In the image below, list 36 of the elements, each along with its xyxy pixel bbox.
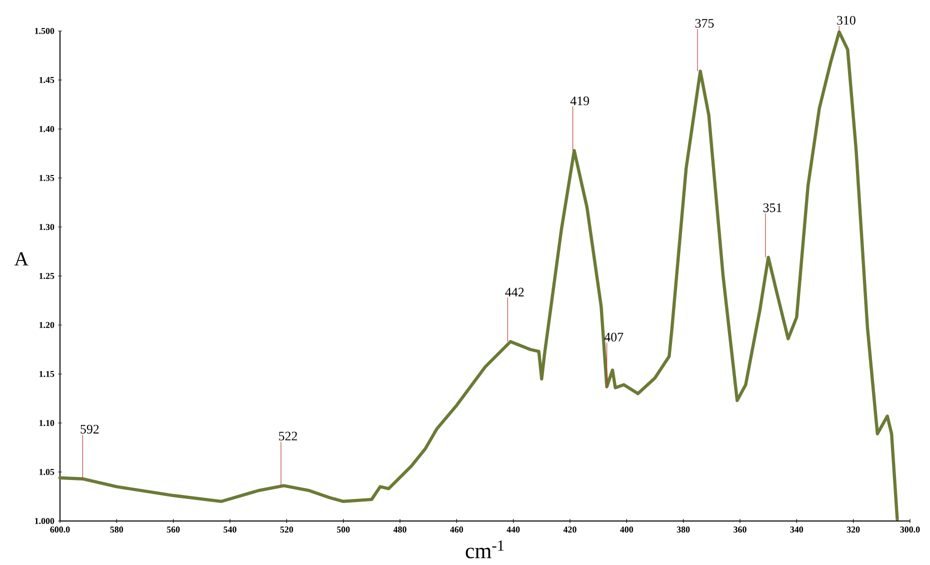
annotation: 310 bbox=[837, 16, 856, 25]
x-tick-label: 380 bbox=[676, 526, 690, 533]
x-tick-label: 540 bbox=[224, 526, 236, 533]
y-tick-label: 1.10 bbox=[40, 420, 54, 426]
x-tick-label: 320 bbox=[846, 526, 860, 533]
y-tick-label: 1.500 bbox=[35, 28, 54, 34]
y-tick-label: 1.35 bbox=[40, 174, 54, 182]
x-tick-label: 340 bbox=[790, 526, 804, 533]
x-tick-label: 520 bbox=[280, 526, 294, 533]
y-tick-label: 1.45 bbox=[40, 76, 54, 84]
x-tick-label: 460 bbox=[450, 526, 464, 533]
x-tick-label: 560 bbox=[166, 526, 180, 533]
x-tick-label: 500 bbox=[336, 526, 350, 533]
x-tick-label: 580 bbox=[110, 526, 124, 533]
annotation: 592 bbox=[80, 424, 99, 434]
x-tick-label: 600.0 bbox=[50, 526, 70, 533]
x-tick-label: 400 bbox=[620, 526, 634, 533]
annotation: 522 bbox=[279, 432, 297, 440]
y-tick-label: 1.20 bbox=[40, 322, 54, 328]
annotation: 375 bbox=[695, 18, 714, 28]
y-tick-label: 1.15 bbox=[40, 370, 54, 378]
y-axis-title: A bbox=[14, 252, 28, 266]
x-axis-title: cm$^{-1}$ bbox=[466, 540, 504, 558]
y-tick-label: 1.25 bbox=[40, 272, 54, 280]
y-tick-label: 1.05 bbox=[40, 468, 54, 476]
annotation: 419 bbox=[570, 96, 590, 106]
x-tick-label: 360 bbox=[734, 526, 746, 533]
x-tick-label: 440 bbox=[506, 526, 520, 533]
y-tick-label: 1.30 bbox=[40, 224, 54, 230]
annotation: 442 bbox=[505, 288, 524, 296]
x-tick-label: 300.0 bbox=[900, 526, 920, 533]
annotation: 351 bbox=[763, 203, 782, 212]
x-tick-label: 420 bbox=[563, 526, 576, 533]
y-tick-label: 1.000 bbox=[35, 518, 54, 524]
x-tick-label: 480 bbox=[393, 526, 406, 533]
y-tick-label: 1.40 bbox=[40, 126, 54, 132]
